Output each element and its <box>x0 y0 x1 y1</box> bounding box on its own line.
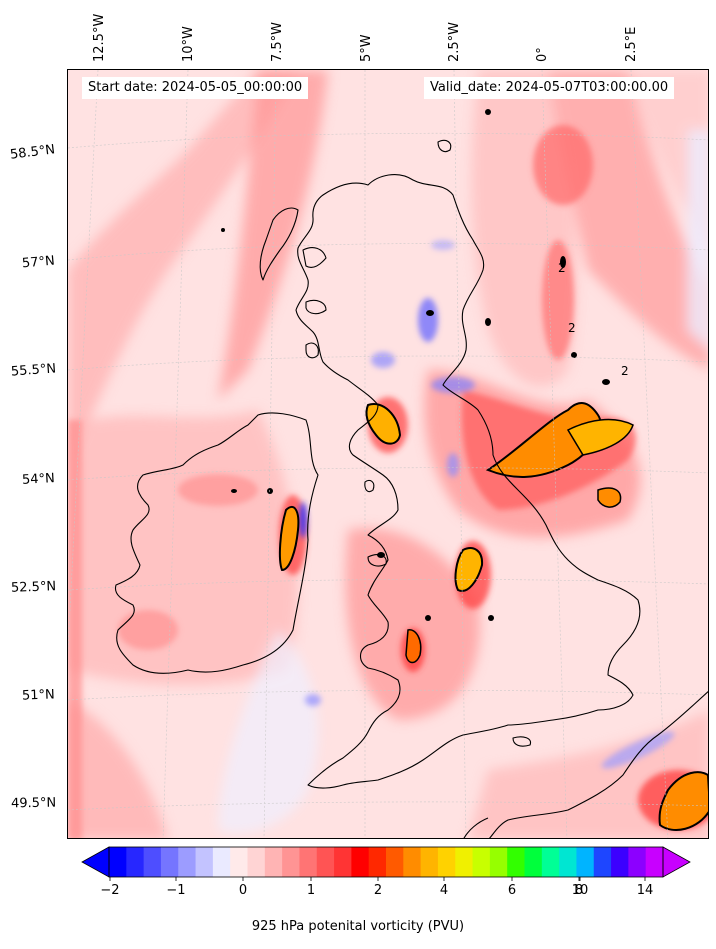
colorbar-cell <box>178 847 197 877</box>
colorbar-cell <box>628 847 647 877</box>
colorbar-cell <box>576 847 595 877</box>
coast-orkney <box>437 139 452 153</box>
colorbar-tick-label: 0 <box>238 883 248 898</box>
colorbar-cell <box>351 847 370 877</box>
coast-isle-of-man <box>364 479 375 493</box>
colorbar-cell <box>507 847 525 877</box>
colorbar-cell <box>195 847 214 877</box>
colorbar-cell <box>524 847 543 877</box>
colorbar-cell <box>247 847 266 877</box>
lat-label-57n: 57°N <box>21 253 56 272</box>
pv-high-cores <box>278 402 708 831</box>
colorbar-cell <box>437 847 456 877</box>
pv-map: 2 2 2 <box>67 69 709 839</box>
lat-label-54n: 54°N <box>21 471 56 488</box>
coast-ireland <box>114 412 319 674</box>
coast-islay <box>305 342 319 359</box>
colorbar-cell <box>368 847 387 877</box>
colorbar-cell <box>645 847 664 877</box>
colorbar-cell <box>109 847 127 877</box>
pv-negative-patches <box>299 240 675 769</box>
contour-label-3: 2 <box>621 364 629 378</box>
colorbar-tick-label: 1 <box>306 883 316 898</box>
colorbar-extend-high <box>662 846 691 878</box>
colorbar-tick-label: −2 <box>100 883 120 898</box>
lat-label-58-5n: 58.5°N <box>9 142 56 163</box>
colorbar-cell <box>420 847 439 877</box>
colorbar-tick-label: 10 <box>571 883 589 898</box>
colorbar-tick-label: 6 <box>507 883 517 898</box>
colorbar-cell <box>143 847 162 877</box>
colorbar-cell <box>541 847 560 877</box>
lon-label-0: 0° <box>535 47 550 62</box>
colorbar-tick-label: −1 <box>166 883 186 898</box>
coastlines <box>114 139 708 838</box>
colorbar <box>81 846 691 881</box>
colorbar-cell <box>386 847 404 877</box>
colorbar-cell <box>559 847 577 877</box>
coast-isle-of-wight <box>512 736 532 747</box>
colorbar-frame <box>108 846 664 878</box>
lon-label-7-5w: 7.5°W <box>270 21 285 62</box>
colorbar-cell <box>472 847 491 877</box>
lon-label-10w: 10°W <box>181 26 196 62</box>
colorbar-cell <box>593 847 612 877</box>
colorbar-tick-label: 4 <box>439 883 449 898</box>
contour-label-2: 2 <box>568 321 576 335</box>
coast-great-britain <box>295 174 641 789</box>
colorbar-cell <box>334 847 352 877</box>
pv-field-svg: 2 2 2 <box>68 70 708 838</box>
colorbar-extend-low <box>81 846 110 878</box>
lat-label-55-5n: 55.5°N <box>10 361 57 380</box>
colorbar-tick-label: 14 <box>636 883 654 898</box>
colorbar-cell <box>282 847 300 877</box>
coast-anglesey <box>367 554 387 567</box>
colorbar-cell <box>160 847 179 877</box>
coast-mull <box>305 299 327 315</box>
lon-label-2-5e: 2.5°E <box>624 26 639 62</box>
colorbar-cell <box>489 847 508 877</box>
lat-label-49-5n: 49.5°N <box>10 795 57 812</box>
colorbar-cell <box>611 847 629 877</box>
colorbar-cell <box>299 847 318 877</box>
colorbar-cell <box>126 847 145 877</box>
colorbar-cell <box>212 847 231 877</box>
colorbar-cell <box>403 847 422 877</box>
lon-label-2-5w: 2.5°W <box>447 21 462 62</box>
colorbar-cell <box>455 847 474 877</box>
colorbar-cell <box>264 847 283 877</box>
coast-brittany <box>463 817 489 838</box>
contour-label-1: 2 <box>558 261 566 275</box>
start-date-box: Start date: 2024-05-05_00:00:00 <box>82 77 309 99</box>
colorbar-tick-label: 2 <box>373 883 383 898</box>
coast-skye <box>302 247 327 268</box>
colorbar-cell <box>316 847 335 877</box>
lat-label-52-5n: 52.5°N <box>10 579 57 596</box>
colorbar-tick-label: 8 <box>574 883 584 898</box>
lon-label-12-5w: 12.5°W <box>92 13 107 62</box>
coast-outer-hebrides <box>259 207 299 281</box>
graticule <box>68 70 708 838</box>
colorbar-cell <box>230 847 248 877</box>
lon-label-5w: 5°W <box>359 34 374 62</box>
colorbar-label: 925 hPa potenital vorticity (PVU) <box>251 919 465 934</box>
coast-france <box>489 691 708 838</box>
lat-label-51n: 51°N <box>21 687 56 704</box>
valid-date-box: Valid_date: 2024-05-07T03:00:00.00 <box>424 77 675 99</box>
